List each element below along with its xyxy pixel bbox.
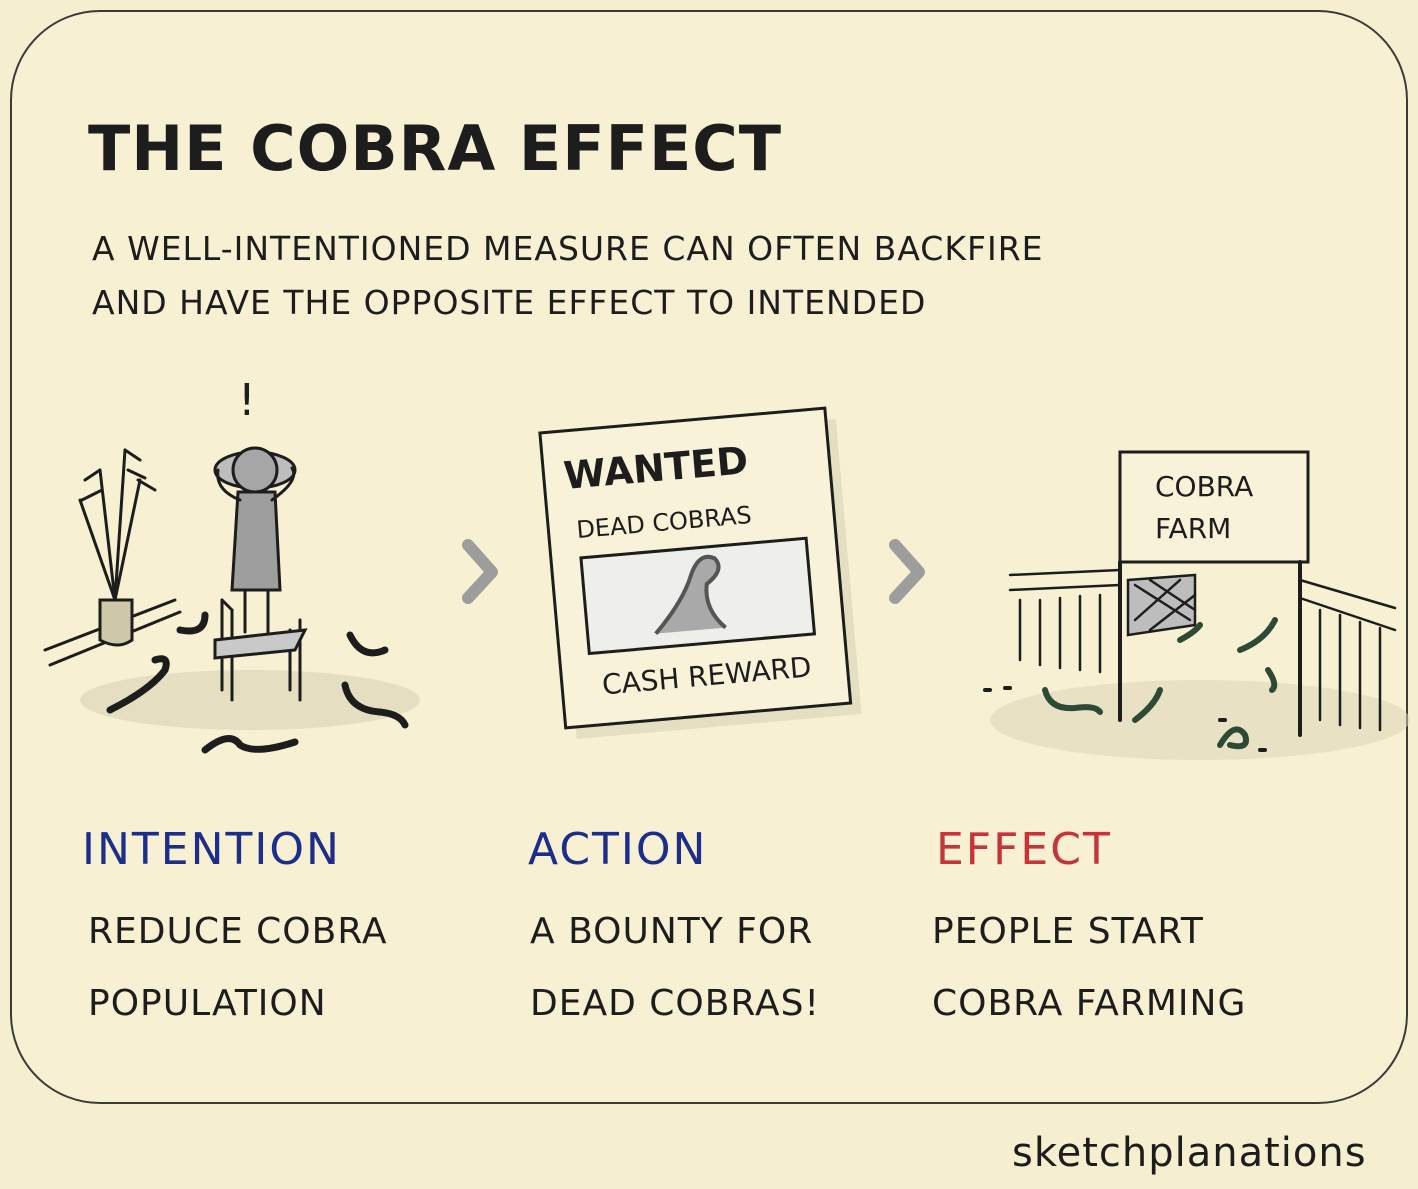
arrow-icon — [889, 539, 925, 604]
arrow-icon — [462, 539, 498, 604]
exclamation-mark: ! — [238, 375, 256, 426]
panel-desc-effect: PEOPLE START COBRA FARMING — [932, 896, 1246, 1040]
panel-desc-line: POPULATION — [88, 983, 327, 1024]
panel-label-action: ACTION — [528, 824, 708, 875]
page-title: THE COBRA EFFECT — [88, 112, 783, 185]
cobras-icon — [106, 611, 409, 754]
subtitle-line-1: A WELL-INTENTIONED MEASURE CAN OFTEN BAC… — [92, 229, 1044, 268]
subtitle-line-2: AND HAVE THE OPPOSITE EFFECT TO INTENDED — [92, 283, 927, 322]
panel-desc-line: DEAD COBRAS! — [530, 983, 820, 1024]
intention-illustration: ! — [43, 375, 420, 754]
farm-sign-line-1: COBRA — [1155, 470, 1253, 503]
plant-icon — [78, 448, 157, 647]
panel-desc-action: A BOUNTY FOR DEAD COBRAS! — [530, 896, 820, 1040]
farm-sign-line-2: FARM — [1155, 512, 1231, 545]
cobras-icon — [1042, 617, 1278, 750]
panel-desc-line: PEOPLE START — [932, 911, 1204, 952]
subtitle: A WELL-INTENTIONED MEASURE CAN OFTEN BAC… — [92, 222, 1292, 330]
panel-desc-line: REDUCE COBRA — [88, 911, 388, 952]
panel-label-effect: EFFECT — [936, 824, 1112, 875]
panel-desc-intention: REDUCE COBRA POPULATION — [88, 896, 388, 1040]
wanted-poster: WANTED DEAD COBRAS CASH REWARD — [538, 406, 862, 739]
panel-desc-line: A BOUNTY FOR — [530, 911, 814, 952]
effect-illustration: COBRA FARM — [983, 450, 1410, 760]
person-on-chair-icon — [213, 446, 308, 702]
panel-desc-line: COBRA FARMING — [932, 983, 1247, 1024]
panel-label-intention: INTENTION — [82, 824, 341, 875]
credit-text: sketchplanations — [1012, 1130, 1367, 1176]
